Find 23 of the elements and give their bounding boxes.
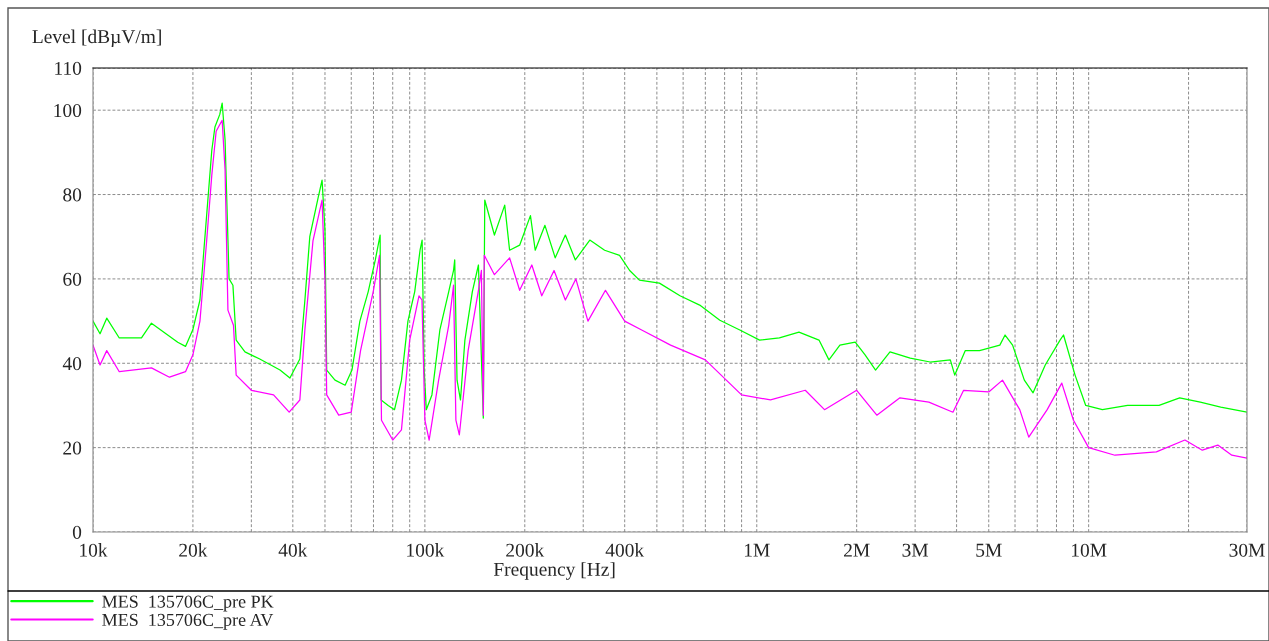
x-tick-label: 100k — [407, 543, 445, 557]
y-tick-label: 80 — [63, 188, 82, 202]
y-tick-label: 60 — [63, 272, 82, 286]
y-tick-label: 110 — [55, 61, 82, 75]
x-tick-label: 40k — [278, 543, 308, 557]
x-axis-title: Frequency [Hz] — [493, 562, 615, 580]
legend-label: MES 135706C_pre AV — [102, 613, 274, 630]
x-tick-label: 400k — [605, 543, 645, 557]
x-tick-label: 1M — [744, 543, 770, 557]
legend-label: MES 135706C_pre PK — [102, 595, 274, 612]
y-tick-label: 0 — [72, 525, 82, 539]
x-tick-label: 20k — [179, 543, 208, 557]
x-tick-label: 200k — [506, 543, 545, 557]
x-tick-label: 2M — [844, 543, 870, 557]
y-tick-label: 40 — [62, 357, 82, 371]
x-tick-label: 10M — [1071, 543, 1107, 557]
x-tick-label: 3M — [902, 543, 929, 557]
y-tick-label: 100 — [54, 104, 82, 118]
x-tick-label: 5M — [976, 543, 1002, 557]
x-tick-label: 30M — [1229, 543, 1265, 557]
x-tick-label: 10k — [80, 543, 108, 557]
y-tick-label: 20 — [63, 441, 82, 455]
y-axis-title: Level [dBµV/m] — [32, 29, 161, 48]
